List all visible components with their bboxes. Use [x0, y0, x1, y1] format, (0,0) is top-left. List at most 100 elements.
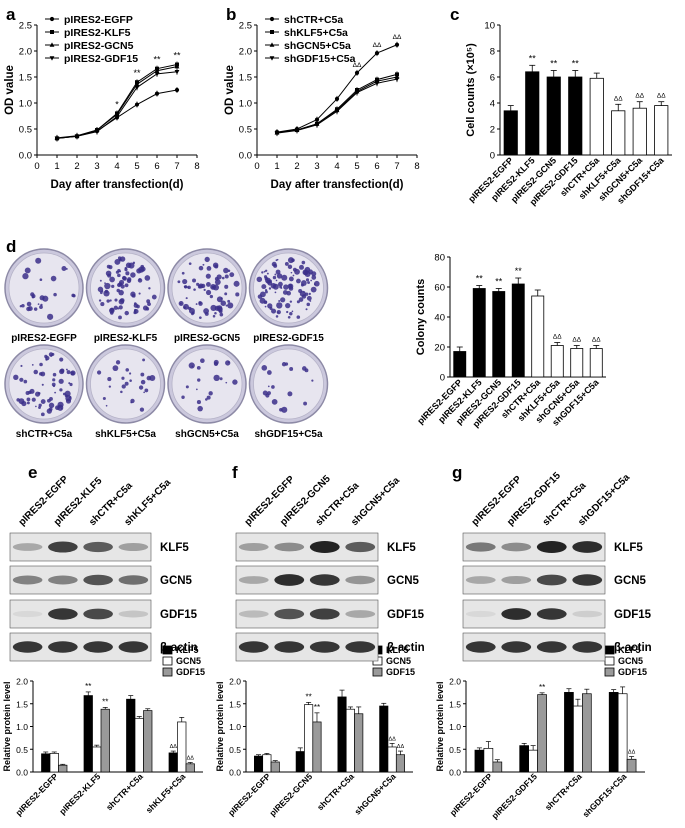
colony: [196, 282, 200, 286]
legend-marker: [269, 16, 275, 22]
y-axis-title: OD value: [224, 65, 236, 115]
bar: [568, 76, 583, 156]
colony: [224, 292, 228, 296]
colony: [140, 266, 146, 272]
colony: [183, 306, 186, 309]
colony: [124, 381, 129, 386]
colony: [31, 397, 36, 402]
colony: [128, 262, 135, 269]
data-point-2: [154, 68, 160, 73]
blot-band: [501, 641, 532, 653]
colony: [50, 275, 57, 282]
colony: [291, 258, 295, 262]
colony: [104, 282, 111, 290]
colony: [117, 256, 122, 260]
colony: [111, 284, 115, 288]
colony: [183, 285, 186, 288]
colony: [129, 379, 132, 382]
colony: [288, 276, 294, 282]
colony: [121, 376, 125, 380]
colony: [148, 287, 151, 290]
blot-band: [12, 543, 43, 551]
data-point-3: [74, 134, 80, 139]
colony: [35, 257, 42, 264]
culture-dish: shGCN5+C5a: [167, 344, 247, 440]
colony: [269, 307, 273, 311]
data-point-3: [334, 109, 340, 114]
dish-label: shKLF5+C5a: [95, 429, 156, 440]
panel-label-c: c: [450, 5, 459, 24]
significance-mark: **: [572, 59, 580, 69]
colony: [140, 379, 146, 385]
colony: [299, 264, 304, 270]
colony: [299, 290, 306, 297]
legend-label: GCN5: [386, 656, 411, 666]
lane-label: shGCN5+C5a: [349, 475, 402, 528]
blot-band: [536, 608, 567, 620]
legend-swatch: [604, 656, 615, 666]
legend-marker: [50, 30, 54, 34]
y-tick-label: 1.0: [239, 99, 252, 110]
legend-label: GDF15: [176, 667, 205, 677]
colony: [117, 273, 121, 278]
bar-KLF5: [295, 751, 305, 773]
x-tick-label: 8: [194, 161, 199, 172]
significance-mark: ΔΔ: [614, 95, 623, 102]
data-point-0: [154, 91, 160, 96]
colony: [196, 400, 201, 405]
blot-band: [465, 542, 496, 552]
bar-GCN5: [617, 693, 628, 773]
colony: [274, 291, 277, 294]
colony: [261, 271, 264, 274]
colony: [181, 395, 185, 399]
blot-band: [118, 641, 149, 653]
y-axis-title: Relative protein level: [2, 681, 12, 771]
colony: [24, 267, 31, 274]
colony: [276, 309, 281, 315]
colony: [129, 372, 132, 375]
blot-row-label: β-actin: [387, 642, 425, 654]
x-tick-label: pIRES2-KLF5: [57, 771, 102, 816]
colony: [99, 279, 102, 282]
x-tick-label: shCTR+C5a: [315, 771, 356, 812]
colony: [305, 308, 308, 311]
colony: [213, 374, 220, 382]
colony: [296, 315, 301, 319]
y-tick-label: 1.0: [19, 99, 32, 110]
blot-band: [501, 542, 532, 552]
colony: [120, 390, 123, 394]
legend-label: shCTR+C5a: [284, 14, 343, 26]
x-tick-label: shGCN5+C5a: [352, 771, 398, 817]
colony: [202, 263, 205, 266]
colony: [219, 312, 224, 317]
blot-row-label: GDF15: [387, 609, 425, 621]
colony: [232, 379, 238, 385]
panel-label-b: b: [226, 5, 236, 24]
legend-swatch: [162, 645, 173, 655]
significance-mark: ΔΔ: [388, 736, 396, 742]
colony: [66, 370, 71, 375]
significance-mark: **: [85, 682, 91, 691]
blot-band: [309, 641, 340, 653]
colony: [149, 375, 156, 382]
colony: [214, 264, 219, 269]
legend-label: GDF15: [386, 667, 415, 677]
blot-band: [309, 608, 340, 620]
colony: [48, 402, 55, 409]
x-tick-label: 4: [114, 161, 119, 172]
colony: [146, 299, 151, 304]
colony: [96, 370, 102, 375]
bar-GCN5: [573, 705, 583, 773]
colony: [271, 308, 277, 314]
culture-dish: pIRES2-GDF15: [248, 248, 329, 344]
colony: [59, 368, 65, 375]
y-tick-label: 2.5: [19, 21, 32, 32]
colony: [41, 383, 44, 386]
x-tick-label: 5: [354, 161, 359, 172]
blot-band: [465, 641, 496, 653]
blot-band: [572, 541, 603, 553]
bar-GDF15: [354, 713, 364, 773]
colony: [26, 397, 31, 402]
